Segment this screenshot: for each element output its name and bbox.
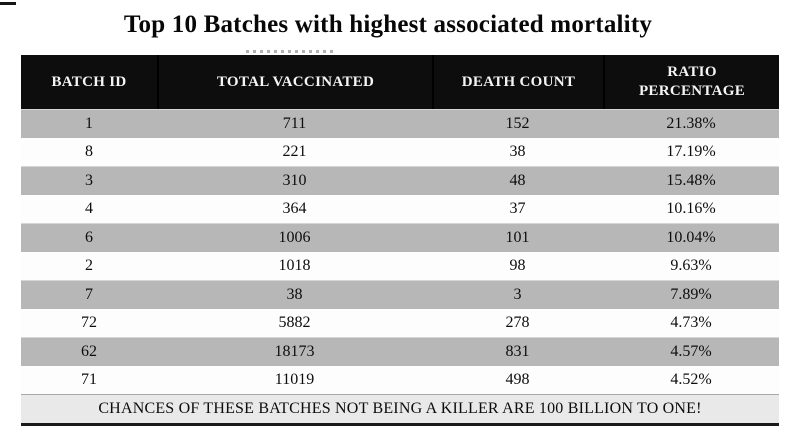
table-cell: 5882 (278, 314, 311, 331)
table-cell: 1006 (278, 229, 311, 246)
table-cell: 1018 (278, 257, 311, 274)
column-header-ratio-percentage: RATIO PERCENTAGE (603, 55, 779, 109)
table-row: 1 711 152 21.38% (21, 109, 779, 138)
table-row: 2 1018 98 9.63% (21, 252, 779, 280)
table-cell: 3 (513, 286, 522, 303)
table-cell: 71 (81, 371, 97, 388)
table-cell: 4.57% (670, 343, 712, 360)
scan-artifact-topleft (0, 2, 16, 5)
table-cell: 101 (505, 229, 530, 246)
page-title: Top 10 Batches with highest associated m… (123, 11, 653, 38)
table-cell: 4.52% (670, 371, 712, 388)
table-cell: 37 (509, 200, 526, 217)
column-header-death-count: DEATH COUNT (432, 55, 603, 109)
table-footer-note: CHANCES OF THESE BATCHES NOT BEING A KIL… (21, 394, 779, 426)
table-cell: 11019 (274, 371, 315, 388)
table-cell: 3 (85, 172, 93, 189)
table-cell: 10.04% (666, 229, 716, 246)
table-cell: 62 (81, 343, 97, 360)
cropped-text-artifact (246, 50, 334, 53)
table-cell: 9.63% (670, 257, 712, 274)
table-cell: 15.48% (666, 172, 716, 189)
table-body: 1 711 152 21.38% 8 221 38 17.19% 3 310 48 15.48% 4 36… (21, 109, 779, 394)
column-header-batch-id: BATCH ID (51, 73, 127, 90)
column-header-total-vaccinated: TOTAL VACCINATED (157, 55, 432, 109)
table-cell: 152 (505, 115, 530, 132)
table-cell: 221 (282, 143, 307, 160)
mortality-table: BATCH ID TOTAL VACCINATED DEATH COUNT RA… (21, 55, 779, 426)
table-row: 7 38 3 7.89% (21, 280, 779, 309)
table-row: 62 18173 831 4.57% (21, 337, 779, 366)
table-cell: 4.73% (670, 314, 712, 331)
table-cell: 38 (509, 143, 526, 160)
table-cell: 8 (85, 143, 93, 160)
table-cell: 2 (85, 257, 93, 274)
table-cell: 18173 (274, 343, 315, 360)
table-cell: 21.38% (666, 115, 716, 132)
table-cell: 4 (85, 200, 93, 217)
table-cell: 711 (282, 115, 307, 132)
table-cell: 310 (282, 172, 307, 189)
table-cell: 72 (81, 314, 97, 331)
table-header-row: BATCH ID TOTAL VACCINATED DEATH COUNT RA… (21, 55, 779, 109)
table-cell: 498 (505, 371, 530, 388)
table-row: 72 5882 278 4.73% (21, 309, 779, 337)
table-cell: 278 (505, 314, 530, 331)
table-cell: 48 (509, 172, 526, 189)
table-cell: 98 (509, 257, 526, 274)
table-cell: 364 (282, 200, 307, 217)
table-row: 3 310 48 15.48% (21, 166, 779, 195)
table-cell: 7 (85, 286, 93, 303)
table-cell: 10.16% (666, 200, 716, 217)
table-cell: 6 (85, 229, 93, 246)
table-row: 4 364 37 10.16% (21, 195, 779, 223)
table-row: 71 11019 498 4.52% (21, 366, 779, 394)
table-cell: 1 (85, 115, 93, 132)
table-cell: 17.19% (666, 143, 716, 160)
table-cell: 831 (505, 343, 530, 360)
table-cell: 7.89% (670, 286, 712, 303)
table-row: 8 221 38 17.19% (21, 138, 779, 166)
table-cell: 38 (286, 286, 303, 303)
table-row: 6 1006 101 10.04% (21, 223, 779, 252)
